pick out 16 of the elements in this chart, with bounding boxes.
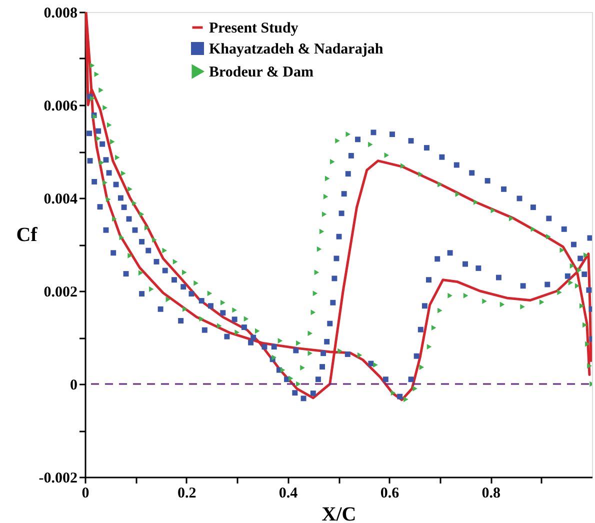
y-axis-title: Cf bbox=[16, 224, 38, 246]
legend-label: Khayatzadeh & Nadarajah bbox=[209, 42, 384, 58]
y-tick-label: -0.002 bbox=[38, 470, 78, 486]
y-tick-label: 0.006 bbox=[44, 98, 78, 114]
y-tick-label: 0 bbox=[70, 378, 78, 394]
x-tick-label: 0.6 bbox=[380, 486, 400, 502]
y-tick-label: 0.004 bbox=[44, 192, 78, 208]
x-tick-label: 0 bbox=[82, 486, 90, 502]
x-axis-title: X/C bbox=[322, 504, 356, 523]
y-tick-label: 0.008 bbox=[44, 6, 78, 22]
y-tick-label: 0.002 bbox=[44, 284, 78, 300]
x-tick-label: 0.8 bbox=[482, 486, 500, 502]
x-tick-label: 0.2 bbox=[178, 486, 196, 502]
legend-label: Present Study bbox=[209, 20, 299, 36]
legend-label: Brodeur & Dam bbox=[209, 64, 314, 80]
x-tick-label: 0.4 bbox=[278, 486, 298, 502]
